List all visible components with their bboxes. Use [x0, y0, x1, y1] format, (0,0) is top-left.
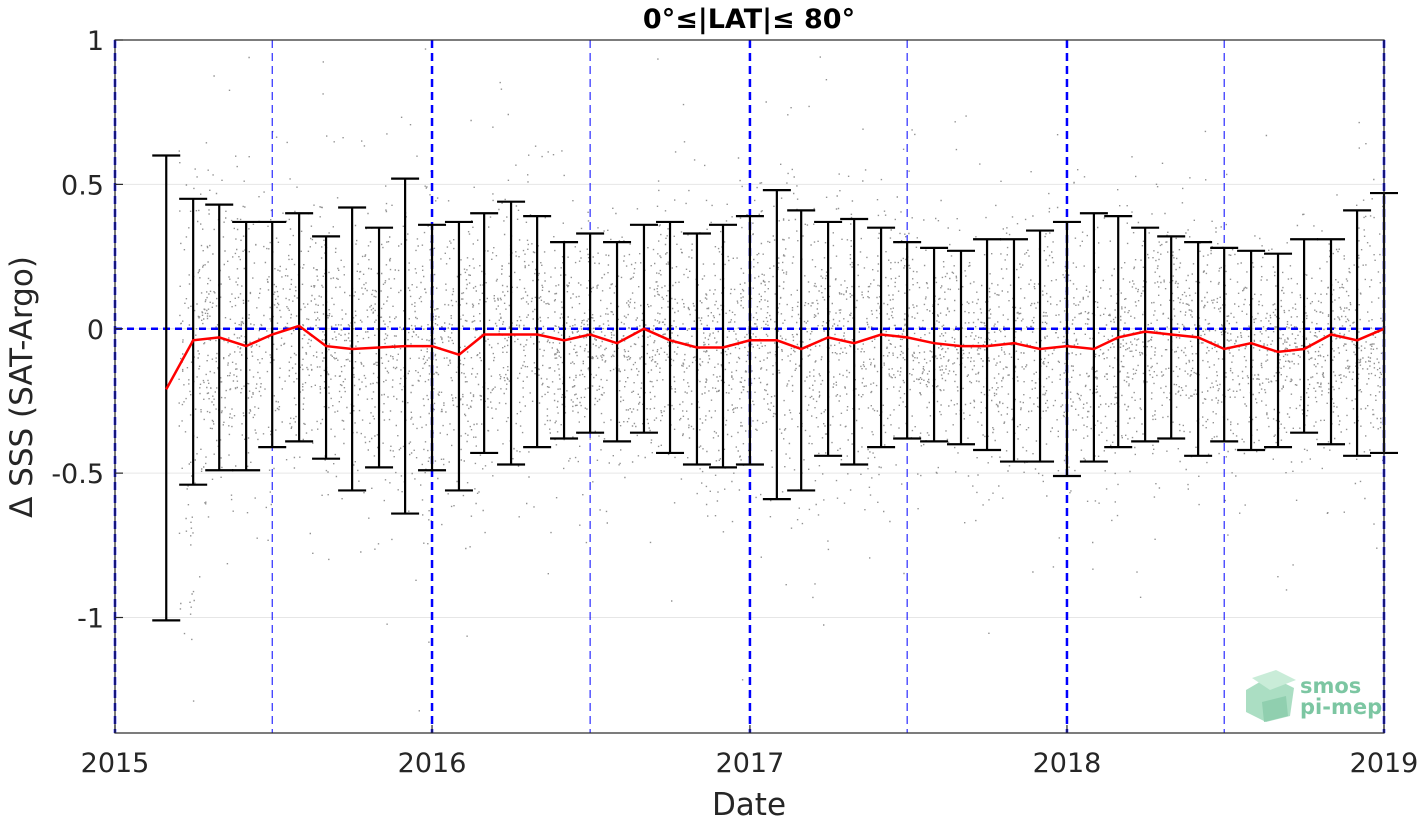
chart-title: 0°≤|LAT|≤ 80°	[643, 4, 855, 35]
mean-line	[165, 324, 1385, 391]
y-tick-label: 0	[87, 315, 104, 346]
x-ticks: 2015 2016 2017 2018 2019	[81, 725, 1419, 779]
cube-icon	[1246, 670, 1296, 722]
x-tick-label: 2019	[1350, 748, 1419, 779]
smos-pimep-logo: smos pi-mep	[1246, 670, 1382, 722]
y-tick-label: 1	[87, 26, 104, 57]
y-tick-label: -1	[77, 604, 104, 635]
logo-line-2: pi-mep	[1300, 695, 1382, 719]
x-tick-label: 2015	[81, 748, 150, 779]
mean-polyline	[165, 324, 1385, 391]
x-axis-label: Date	[712, 787, 786, 819]
x-tick-label: 2018	[1033, 748, 1102, 779]
y-ticks: 1 0.5 0 -0.5 -1	[51, 26, 123, 635]
logo-line-1: smos	[1300, 674, 1361, 698]
y-tick-label: -0.5	[51, 459, 104, 490]
y-tick-label: 0.5	[61, 170, 104, 201]
x-tick-label: 2017	[716, 748, 785, 779]
y-axis-label: Δ SSS (SAT-Argo)	[4, 256, 40, 518]
x-tick-label: 2016	[398, 748, 467, 779]
